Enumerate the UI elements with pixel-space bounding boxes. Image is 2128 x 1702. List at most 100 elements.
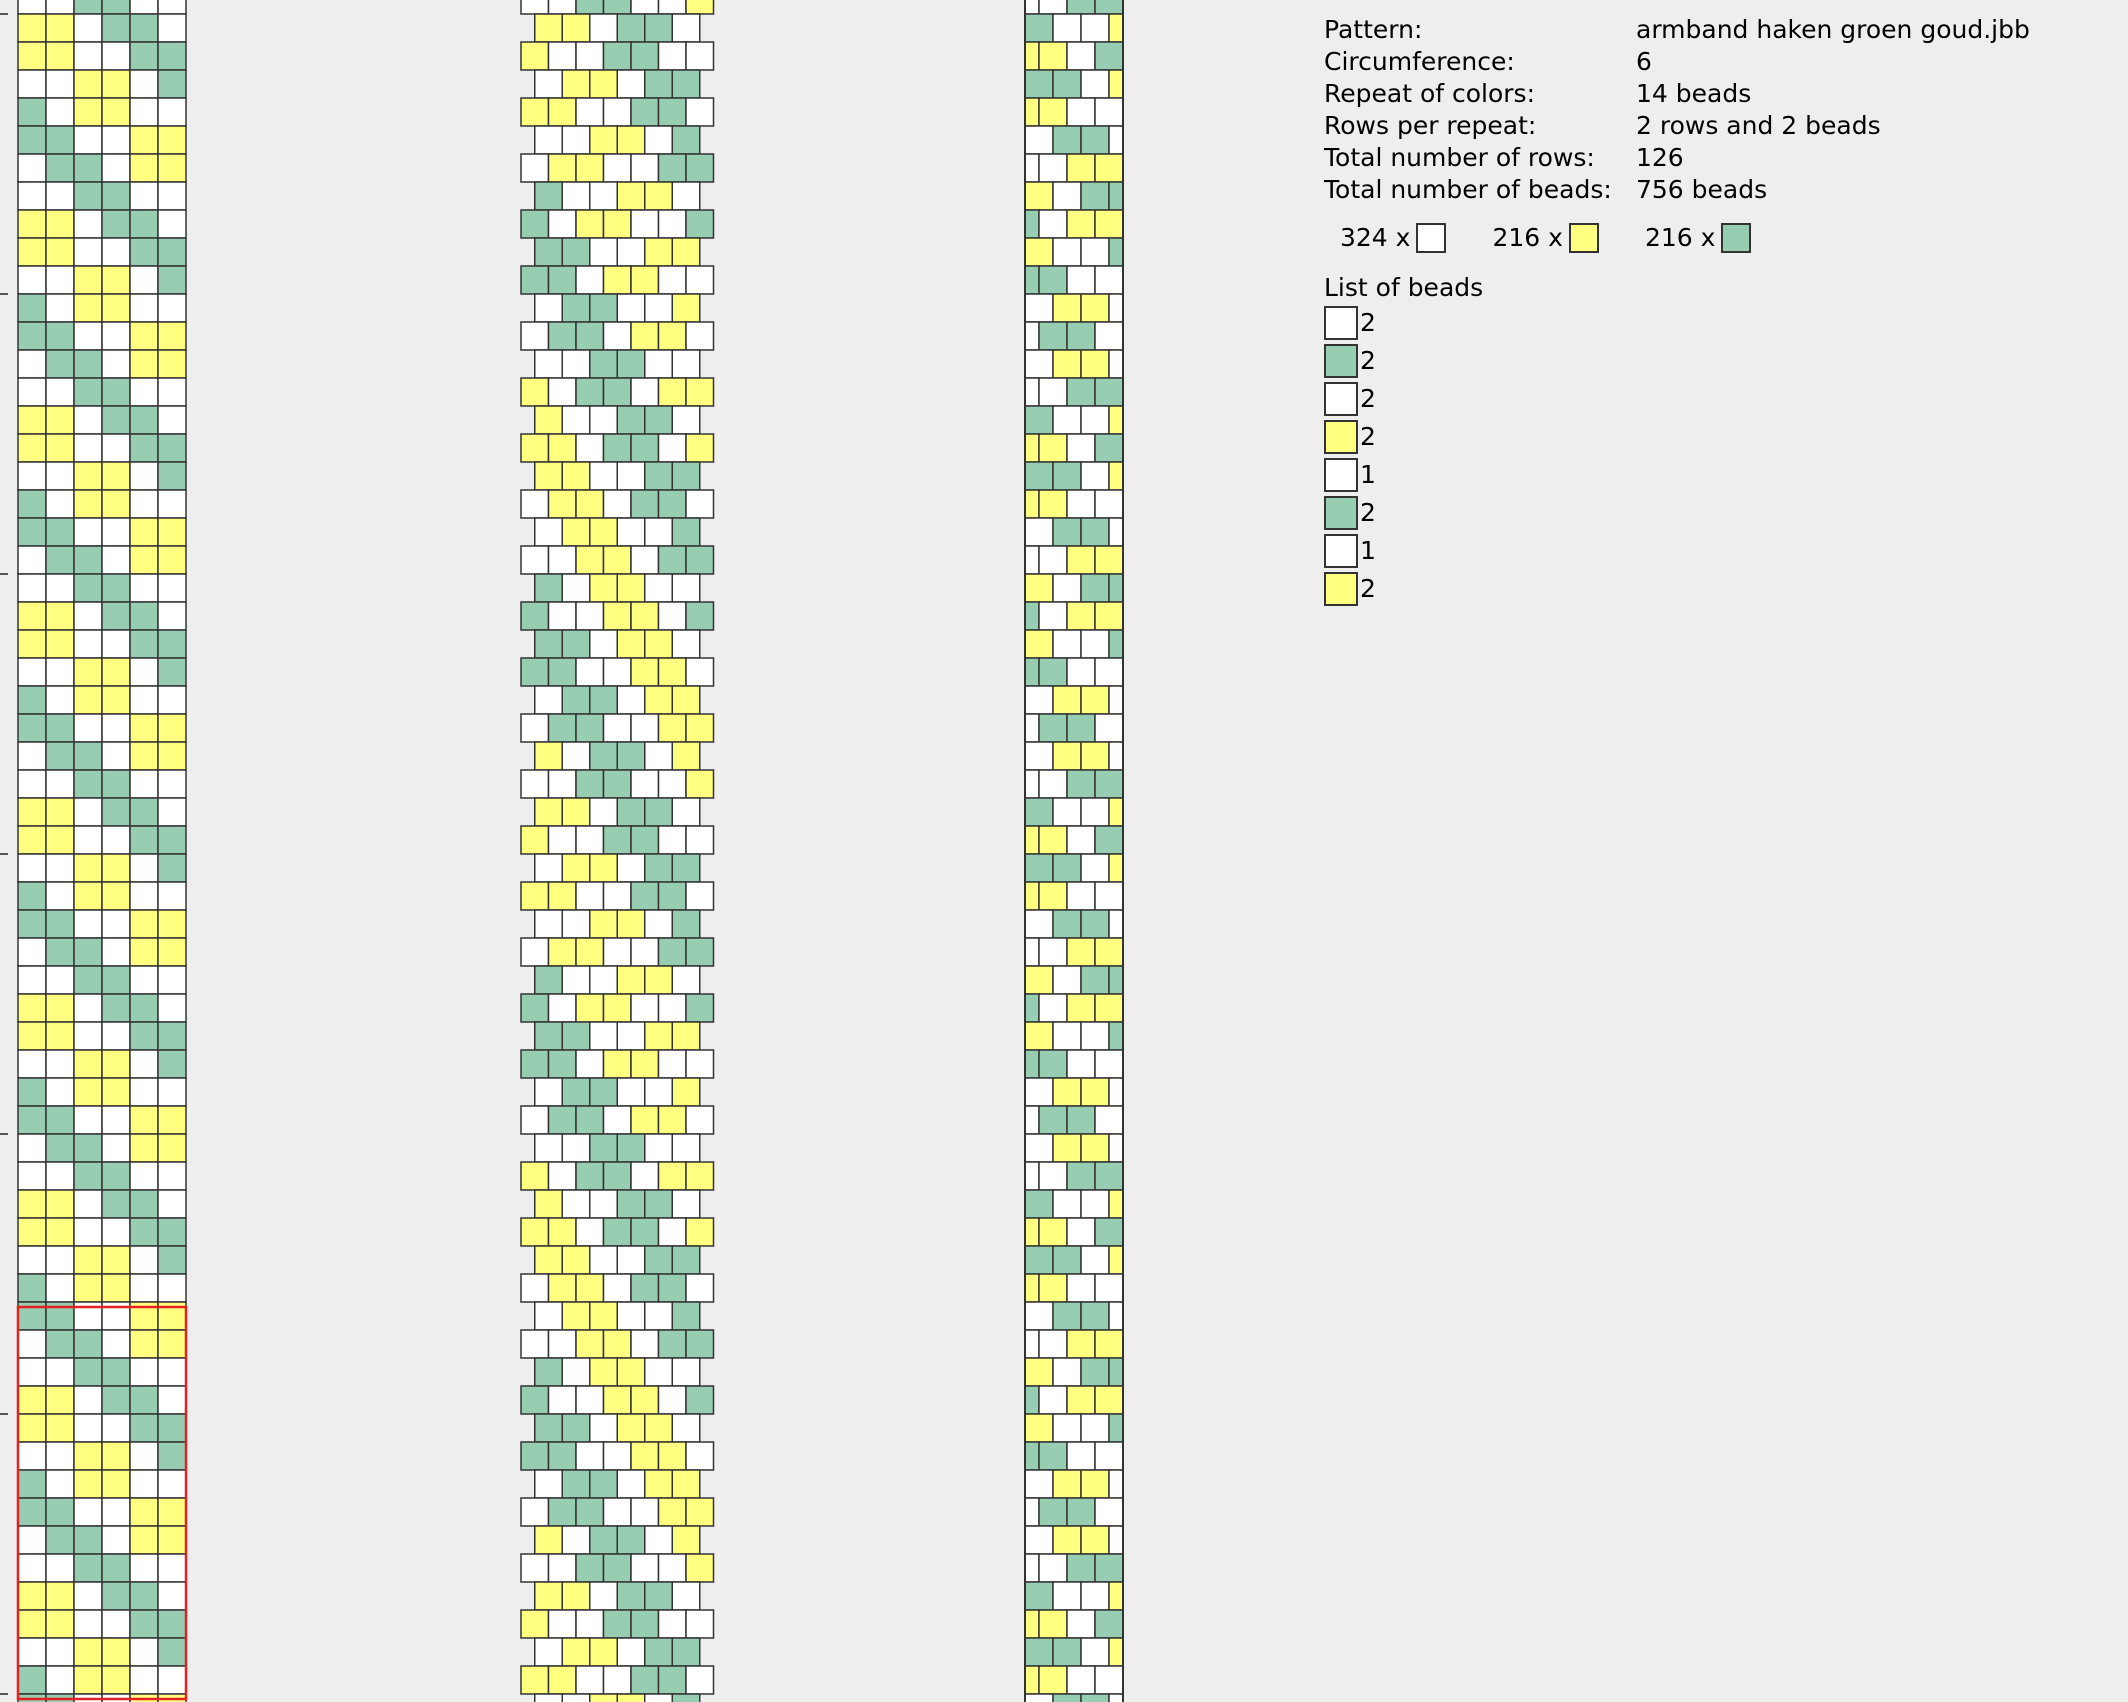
bead [561, 853, 591, 883]
corrected-view[interactable] [520, 0, 715, 1702]
bead [45, 1021, 75, 1051]
bead [45, 1609, 75, 1639]
bead [1052, 1413, 1082, 1443]
bead [589, 1189, 618, 1219]
bead [1038, 657, 1068, 687]
bead [101, 1357, 131, 1387]
bead [73, 797, 103, 827]
color-count: 324 x [1340, 222, 1452, 254]
simulation-view[interactable] [1011, 0, 1165, 1702]
bead [45, 825, 75, 855]
bead [685, 1497, 715, 1527]
bead [101, 1189, 131, 1219]
info-row: Circumference: 6 [1324, 46, 2030, 78]
bead [17, 825, 47, 855]
bead [129, 1553, 159, 1583]
bead [575, 1049, 605, 1079]
bead [1137, 462, 1165, 490]
bead [129, 573, 159, 603]
bead [1094, 321, 1123, 351]
bead [547, 1049, 577, 1079]
bead [45, 1329, 75, 1359]
bead [129, 601, 159, 631]
bead [602, 657, 632, 687]
bead [17, 1385, 47, 1415]
bead [17, 1441, 47, 1471]
bead [101, 1329, 131, 1359]
bead [561, 629, 591, 659]
bead [1038, 433, 1068, 463]
bead-list-count: 1 [1360, 460, 1376, 489]
bead [602, 1553, 632, 1583]
bead [1066, 993, 1096, 1023]
bead [602, 1217, 632, 1247]
bead [17, 405, 47, 435]
bead [101, 1049, 131, 1079]
bead [589, 517, 618, 547]
bead [575, 265, 605, 295]
bead [1080, 69, 1110, 99]
bead [602, 1665, 632, 1695]
bead [73, 657, 103, 687]
bead [129, 13, 159, 43]
bead [1137, 1358, 1165, 1386]
bead [73, 881, 103, 911]
bead [1108, 181, 1123, 211]
bead [101, 13, 131, 43]
bead [101, 1581, 131, 1611]
bead [575, 1441, 605, 1471]
bead [534, 965, 563, 995]
bead [1080, 13, 1110, 43]
bead [17, 377, 47, 407]
bead [671, 237, 701, 267]
bead [101, 909, 131, 939]
bead [129, 769, 159, 799]
bead [17, 1105, 47, 1135]
bead [73, 1329, 103, 1359]
bead [73, 601, 103, 631]
bead [1025, 909, 1054, 939]
bead [657, 209, 687, 239]
bead [45, 209, 75, 239]
bead [1080, 1637, 1110, 1667]
bead [73, 1469, 103, 1499]
bead [157, 1021, 187, 1051]
bead [1038, 489, 1068, 519]
bead [101, 1245, 131, 1275]
bead [157, 937, 187, 967]
bead [602, 0, 632, 15]
bead [520, 1441, 550, 1471]
bead [630, 1609, 660, 1639]
bead [45, 517, 75, 547]
bead [101, 1217, 131, 1247]
bead [157, 1105, 187, 1135]
draft-view[interactable] [0, 0, 187, 1702]
bead [534, 1245, 563, 1275]
bead [1122, 1497, 1123, 1527]
bead [157, 1161, 187, 1191]
bead [73, 1161, 103, 1191]
bead [129, 1161, 159, 1191]
bead [45, 909, 75, 939]
bead [129, 265, 159, 295]
bead [547, 1273, 577, 1303]
bead [101, 1385, 131, 1415]
bead [1038, 265, 1068, 295]
bead [575, 209, 605, 239]
bead [1122, 601, 1123, 631]
bead [45, 629, 75, 659]
bead [1080, 1357, 1110, 1387]
bead [17, 657, 47, 687]
bead [17, 937, 47, 967]
bead [129, 1105, 159, 1135]
bead [101, 881, 131, 911]
bead [157, 1133, 187, 1163]
bead [644, 965, 673, 995]
bead [157, 1413, 187, 1443]
bead [73, 825, 103, 855]
bead [602, 209, 632, 239]
bead [157, 1049, 187, 1079]
bead [589, 293, 618, 323]
bead [520, 433, 550, 463]
